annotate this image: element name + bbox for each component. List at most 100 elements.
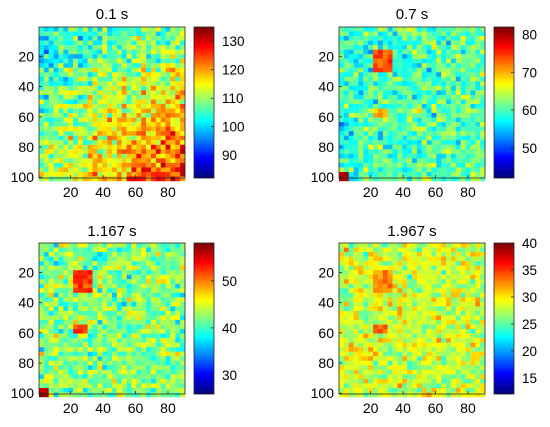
heatmap-cell (136, 270, 142, 275)
heatmap-cell (353, 338, 359, 343)
heatmap-cell (363, 49, 369, 55)
heatmap-cell (126, 58, 132, 64)
heatmap-cell (353, 383, 359, 389)
heatmap-cell (431, 338, 437, 343)
heatmap-cell (165, 149, 171, 155)
heatmap-cell (116, 306, 122, 312)
heatmap-cell (416, 374, 422, 380)
heatmap-cell (470, 58, 476, 64)
heatmap-cell (353, 94, 359, 100)
x-tick-label: 40 (95, 184, 111, 200)
heatmap-cell (43, 90, 49, 96)
colorbar-swatch (194, 306, 214, 310)
colorbar-swatch (194, 351, 214, 355)
heatmap-cell (377, 171, 383, 177)
heatmap-cell (470, 270, 476, 275)
heatmap-cell (39, 369, 45, 375)
heatmap-cell (373, 153, 379, 159)
heatmap-cell (450, 104, 456, 109)
heatmap-cell (73, 324, 79, 330)
heatmap-cell (475, 324, 481, 330)
heatmap-cell (358, 90, 364, 96)
heatmap-cell (358, 252, 364, 257)
heatmap-cell (421, 49, 427, 55)
heatmap-cell (339, 243, 345, 248)
heatmap-cell (131, 135, 137, 141)
heatmap-cell (407, 374, 413, 380)
heatmap-cell (460, 338, 466, 343)
heatmap-cell (358, 49, 364, 55)
heatmap-cell (416, 324, 422, 330)
heatmap-cell (412, 63, 418, 68)
heatmap-cell (421, 94, 427, 100)
heatmap-cell (363, 149, 369, 155)
heatmap-cell (465, 113, 471, 118)
heatmap-cell (470, 324, 476, 330)
heatmap-cell (141, 167, 147, 173)
heatmap-cell (446, 306, 452, 312)
heatmap-cell (77, 329, 83, 334)
heatmap-cell (77, 76, 83, 82)
heatmap-cell (441, 387, 447, 393)
heatmap-cell (155, 63, 161, 68)
heatmap-cell (131, 149, 137, 155)
heatmap-cell (126, 131, 132, 136)
colorbar-swatch (194, 252, 214, 256)
heatmap-cell (121, 131, 127, 136)
heatmap-cell (470, 140, 476, 145)
colorbar-swatch (494, 337, 514, 341)
heatmap-cell (92, 360, 98, 366)
heatmap-cell (136, 374, 142, 380)
heatmap-cell (150, 320, 156, 325)
heatmap-cell (121, 171, 127, 177)
heatmap-cell (343, 76, 349, 82)
heatmap-cell (180, 256, 186, 262)
colorbar-swatch (194, 48, 214, 51)
heatmap-cell (460, 76, 466, 82)
heatmap-cell (348, 315, 354, 321)
heatmap-cell (343, 243, 349, 248)
heatmap-cell (121, 247, 127, 253)
colorbar-swatch (494, 318, 514, 322)
y-tick-label: 80 (18, 355, 34, 371)
heatmap-cell (165, 306, 171, 312)
heatmap-cell (455, 347, 461, 352)
colorbar-swatch (194, 133, 214, 136)
heatmap-cell (116, 149, 122, 155)
heatmap-cell (402, 108, 408, 114)
heatmap-cell (382, 49, 388, 55)
heatmap-cell (387, 90, 393, 96)
heatmap-cell (426, 387, 432, 393)
heatmap-cell (377, 369, 383, 375)
heatmap-cell (412, 176, 418, 182)
colorbar-swatch (494, 95, 514, 99)
heatmap-cell (58, 351, 64, 357)
heatmap-cell (397, 315, 403, 321)
heatmap-cell (39, 356, 45, 361)
heatmap-cell (58, 45, 64, 50)
heatmap-cell (397, 256, 403, 262)
heatmap-cell (348, 356, 354, 361)
heatmap-cell (446, 297, 452, 303)
heatmap-cell (436, 63, 442, 68)
heatmap-cell (141, 333, 147, 339)
heatmap-cell (343, 81, 349, 87)
heatmap-cell (421, 288, 427, 294)
heatmap-cell (343, 49, 349, 55)
heatmap-cell (68, 288, 74, 294)
heatmap-cell (465, 153, 471, 159)
heatmap-cell (339, 153, 345, 159)
heatmap-cell (112, 135, 118, 141)
heatmap-cell (373, 122, 379, 127)
heatmap-cell (431, 31, 437, 37)
heatmap-cell (131, 54, 137, 59)
heatmap-cell (446, 315, 452, 321)
heatmap-cell (68, 243, 74, 248)
heatmap-cell (53, 320, 59, 325)
heatmap-cell (450, 279, 456, 284)
heatmap-cell (475, 85, 481, 91)
heatmap-cell (387, 58, 393, 64)
heatmap-cell (63, 135, 69, 141)
heatmap-cell (470, 374, 476, 380)
heatmap-cell (48, 360, 54, 366)
